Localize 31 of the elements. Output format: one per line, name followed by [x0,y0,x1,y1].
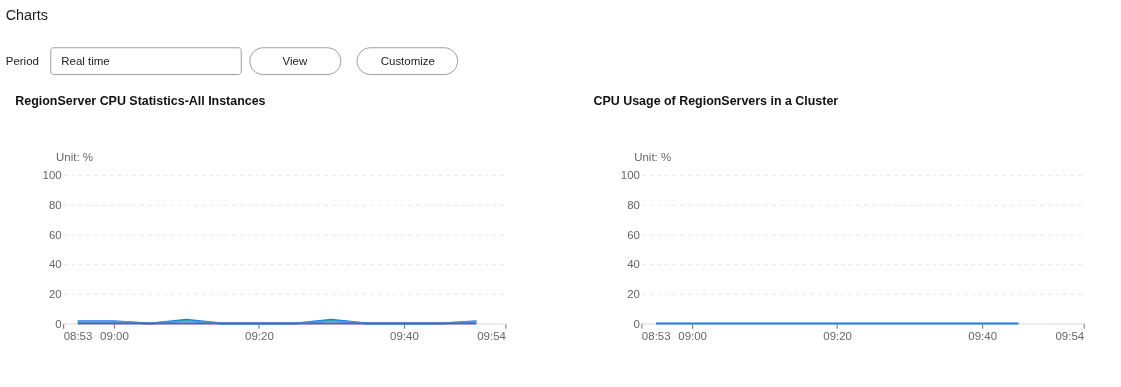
y-tick-label: 60 [627,228,640,241]
y-tick-label: 20 [627,288,640,301]
x-tick-label: 09:40 [390,330,419,343]
x-tick-label: 09:20 [245,330,274,343]
y-axis-title: Unit: % [634,151,672,164]
text: Real time [61,55,110,67]
y-tick-label: 40 [48,258,62,271]
x-tick-label: 08:53 [63,330,93,343]
x-tick-label: 09:54 [1055,330,1085,343]
chart-title: CPU Usage of RegionServers in a Cluster [593,94,839,109]
y-tick-label: 100 [620,169,640,182]
y-tick-label: 0 [55,317,62,330]
text: Charts [5,7,48,23]
y-tick-label: 80 [48,199,62,212]
x-tick-label: 08:53 [641,330,671,343]
y-tick-label: 80 [627,199,640,212]
y-tick-label: 20 [48,288,62,301]
y-tick-label: 40 [627,258,640,271]
text: Customize [380,55,435,67]
text: View [282,55,308,67]
x-tick-label: 09:00 [100,330,129,343]
x-tick-label: 09:20 [823,330,852,343]
y-tick-label: 60 [48,228,62,241]
y-tick-label: 0 [633,317,640,330]
y-axis-title: Unit: % [56,151,93,164]
y-tick-label: 100 [42,169,62,182]
x-tick-label: 09:54 [477,330,507,343]
x-tick-label: 09:00 [678,330,707,343]
text: Period [5,55,39,67]
chart-title: RegionServer CPU Statistics-All Instances [15,94,266,109]
x-tick-label: 09:40 [968,330,998,343]
